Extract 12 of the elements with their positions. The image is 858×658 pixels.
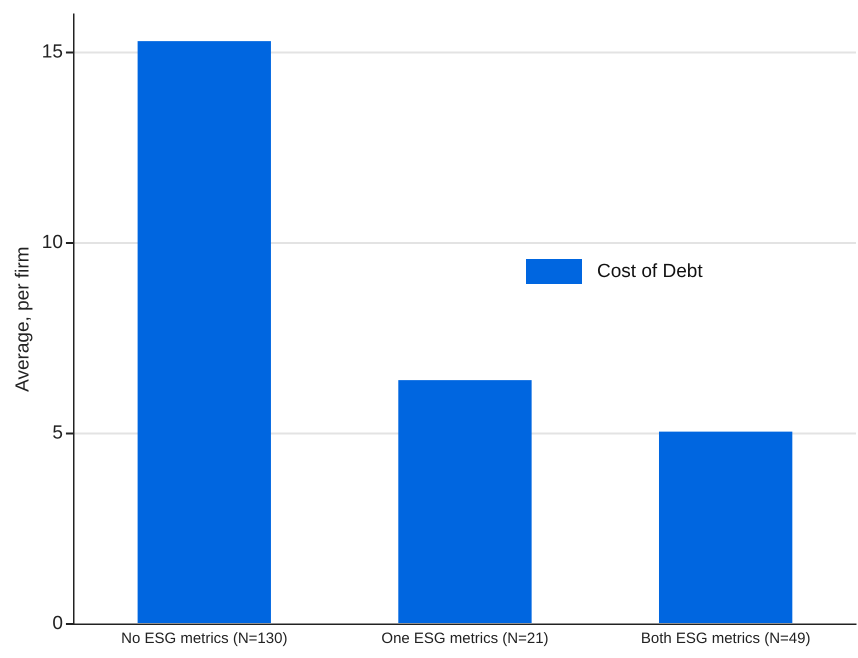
y-tick-label: 5 <box>52 422 63 444</box>
x-tick-label: Both ESG metrics (N=49) <box>640 630 810 648</box>
bar <box>398 380 532 623</box>
x-tick-label: One ESG metrics (N=21) <box>381 630 549 648</box>
bar <box>138 41 271 623</box>
bar <box>658 432 792 623</box>
x-tick-label: No ESG metrics (N=130) <box>121 630 288 648</box>
y-axis-title: Average, per firm <box>12 246 34 392</box>
y-tick-label: 15 <box>42 42 63 63</box>
y-tick-label: 0 <box>52 613 63 634</box>
legend-label: Cost of Debt <box>597 260 703 283</box>
y-tick-label: 10 <box>42 232 63 254</box>
